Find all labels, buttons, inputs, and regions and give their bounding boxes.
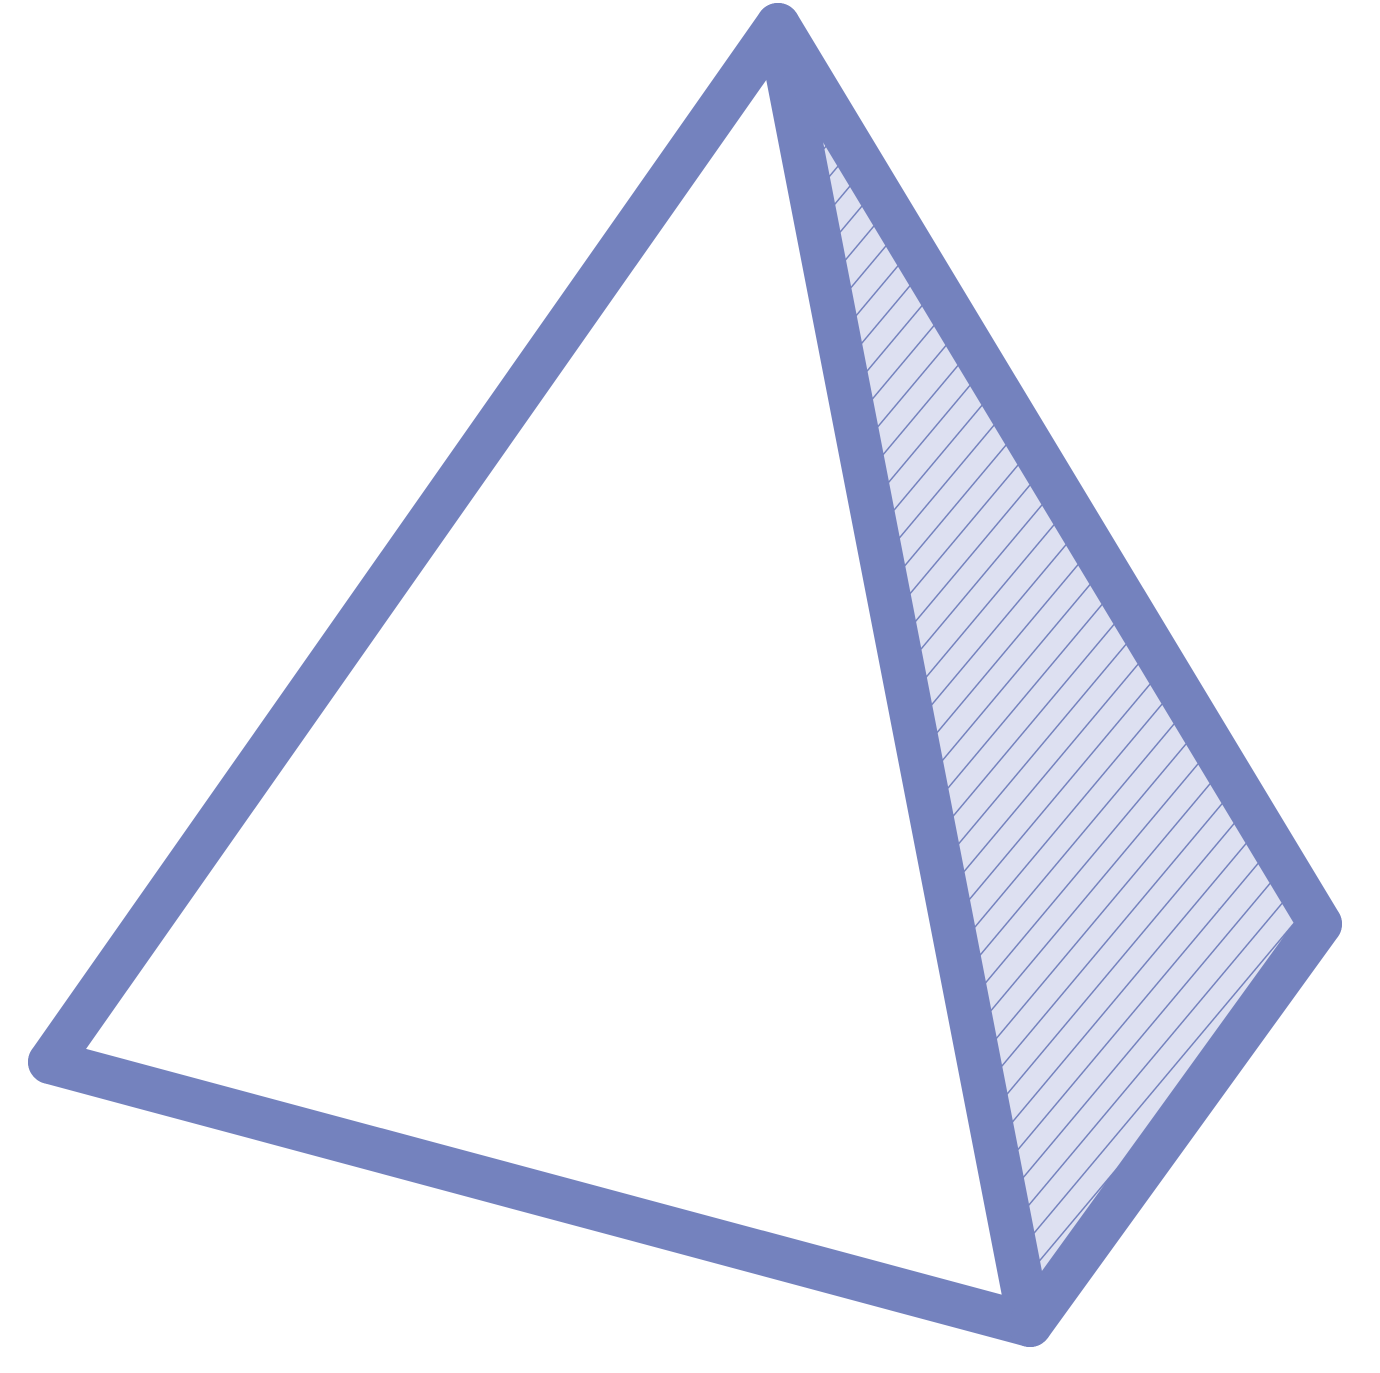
edge-left-bottom (28, 1040, 1052, 1347)
front-face (50, 25, 1030, 1325)
edge-apex-right (756, 3, 1342, 946)
edge-apex-left (28, 3, 800, 1084)
side-face-hatched (778, 25, 1320, 1325)
edge-bottom-right (1008, 902, 1342, 1347)
tetrahedron-edges (28, 3, 1342, 1347)
edge-apex-bottom (756, 3, 1052, 1347)
